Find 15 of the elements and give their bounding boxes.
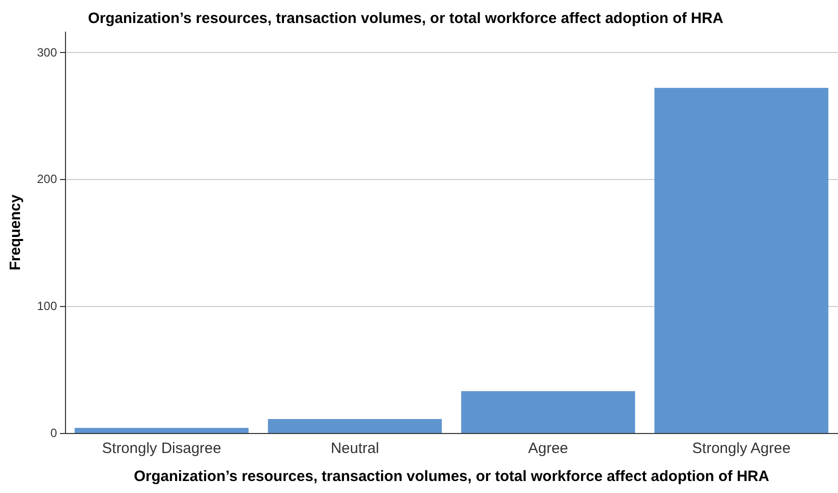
bar (74, 428, 249, 433)
y-tick-label: 300 (36, 45, 58, 60)
bar (461, 391, 636, 433)
y-tick-label: 200 (36, 172, 58, 186)
bar (268, 419, 442, 433)
chart-title: Organization’s resources, transaction volumes, or total workforce affect adoption of HRA (88, 10, 724, 27)
x-tick-label: Strongly Agree (692, 440, 791, 457)
y-tick-label: 100 (36, 299, 58, 314)
y-tick-label: 0 (50, 426, 58, 440)
x-tick-label: Agree (528, 440, 568, 457)
x-tick-label: Neutral (330, 440, 380, 457)
bar (654, 88, 828, 433)
x-axis-title: Organization’s resources, transaction volumes, or total workforce affect adoption of HRA (134, 468, 770, 485)
y-axis-title: Frequency (7, 194, 24, 270)
x-tick-label: Strongly Disagree (102, 440, 222, 457)
